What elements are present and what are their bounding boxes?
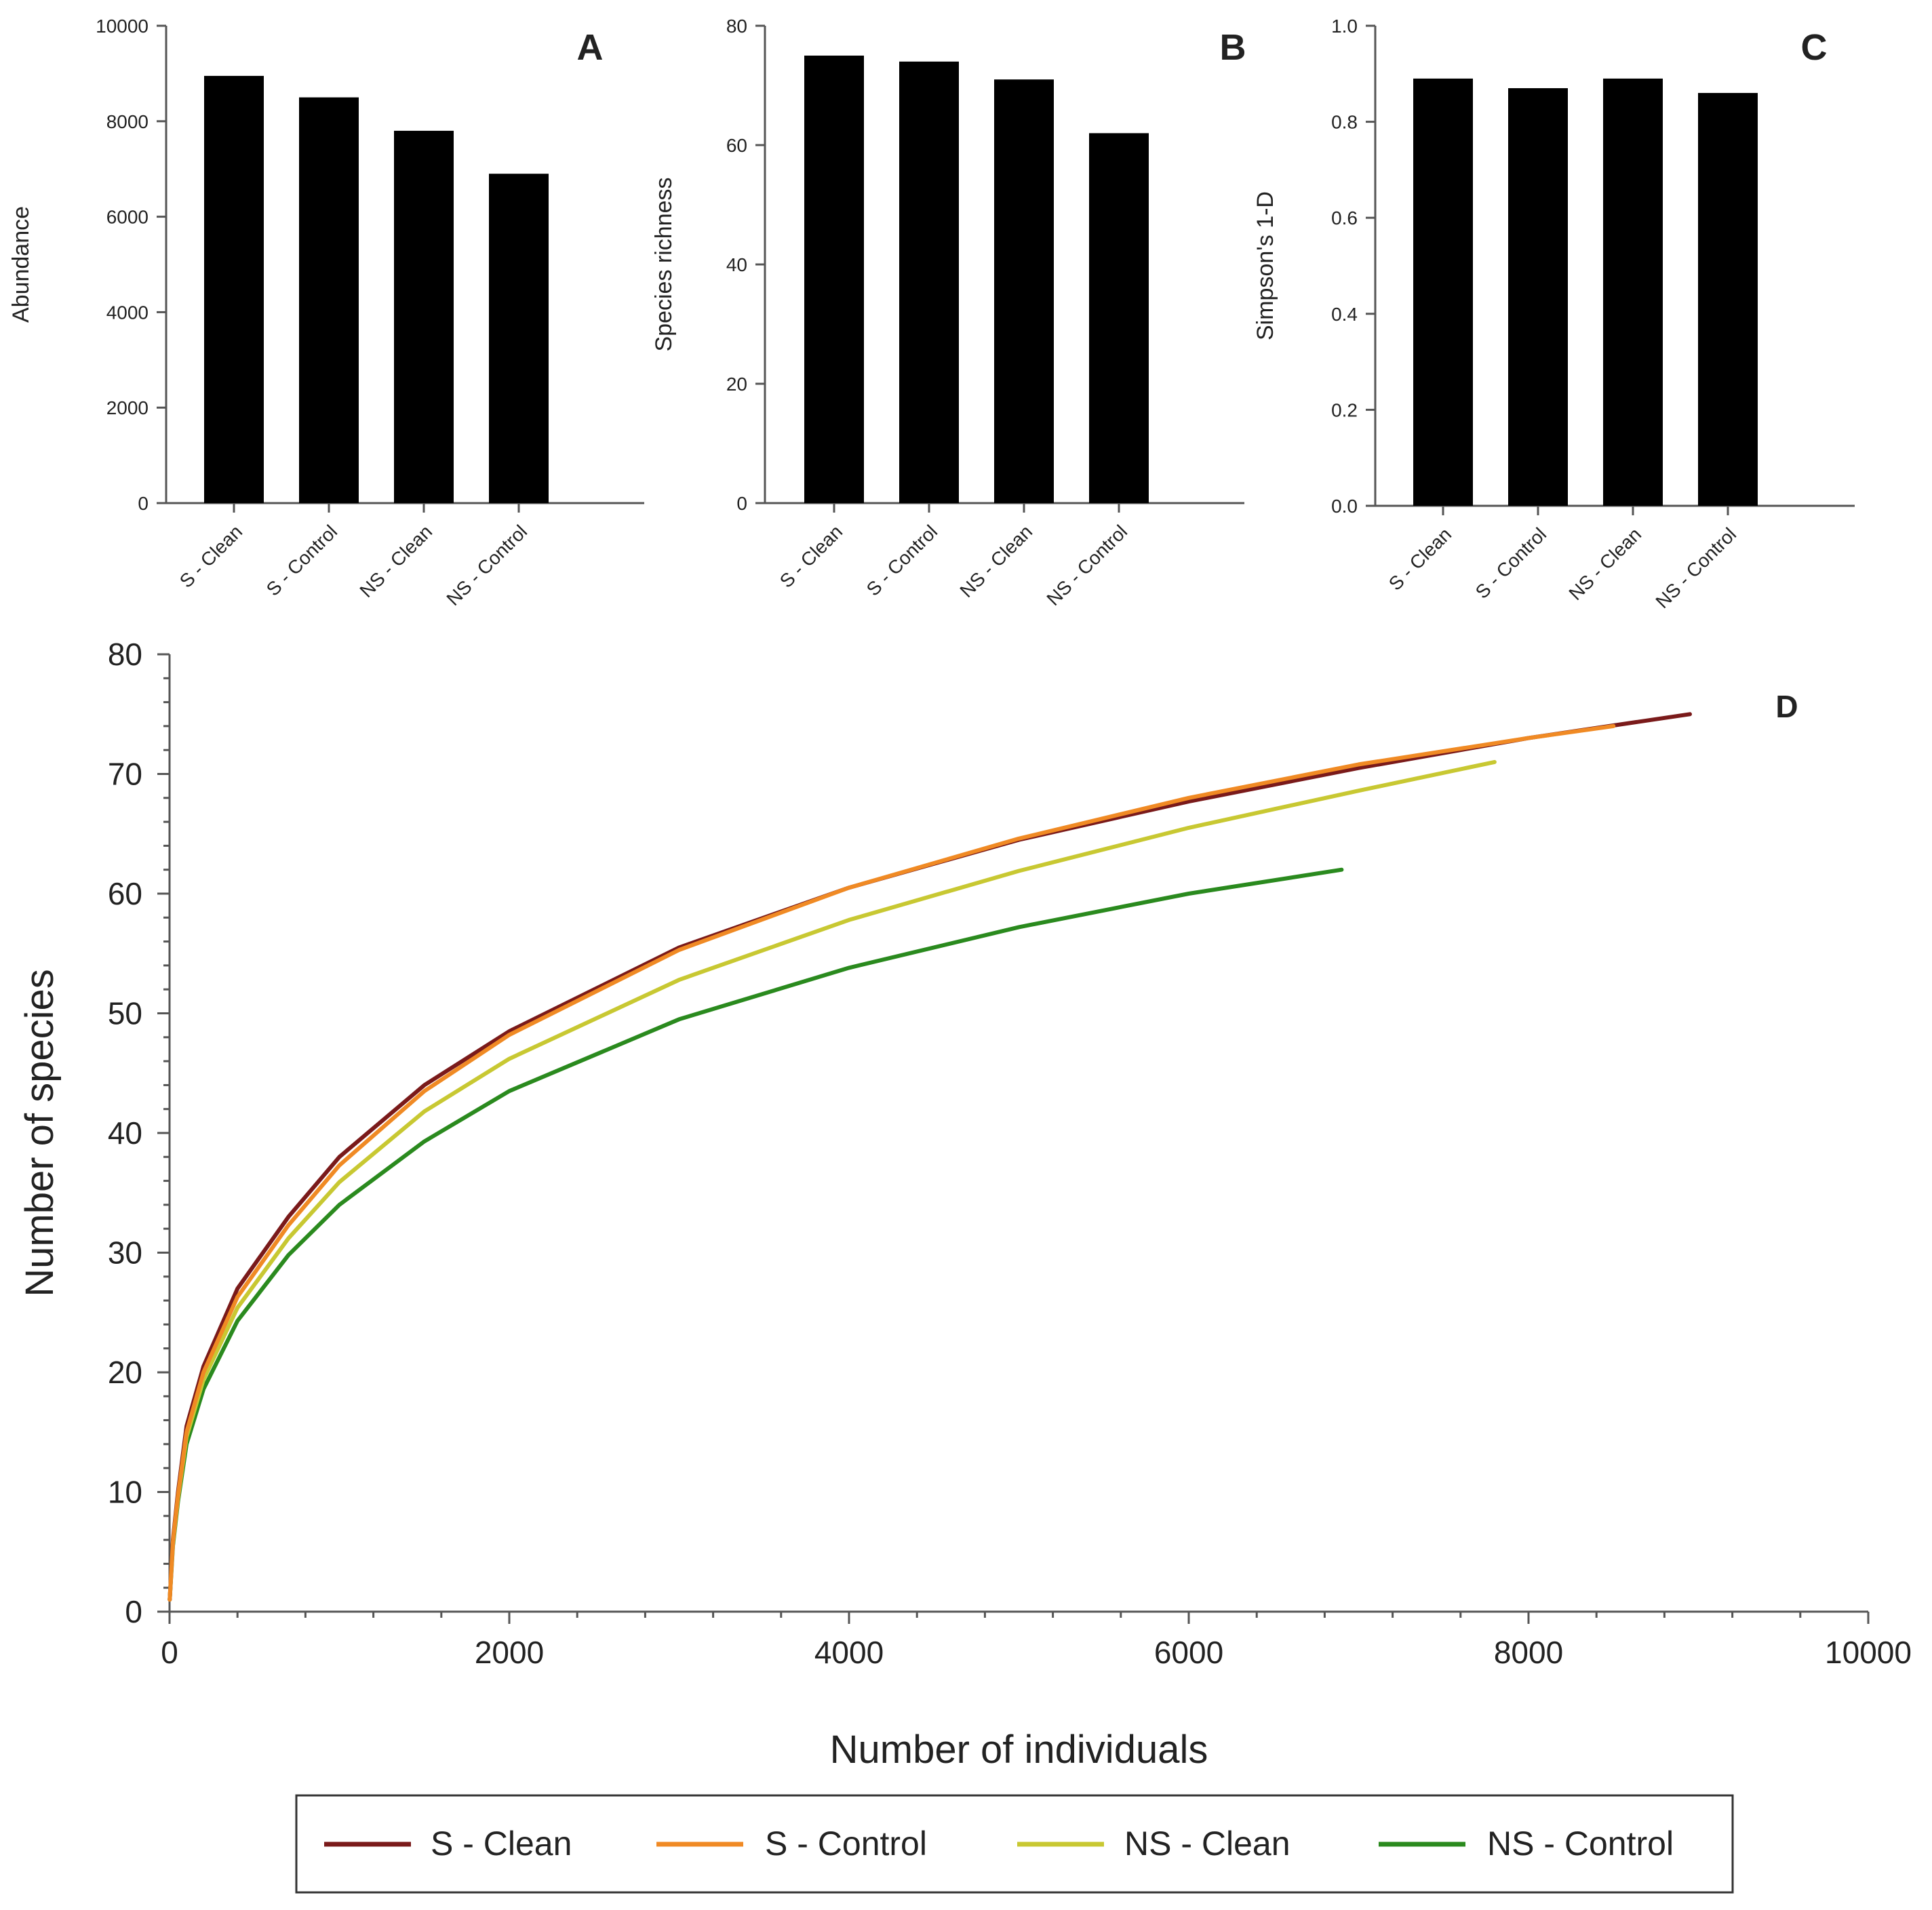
series-line-ns-control xyxy=(167,867,1344,1602)
y-tick-label: 20 xyxy=(726,374,747,395)
y-axis-label: Abundance xyxy=(8,206,34,323)
bar-ns-control xyxy=(489,174,549,503)
y-tick-label: 60 xyxy=(108,876,142,911)
y-tick-label: 1.0 xyxy=(1331,16,1358,37)
y-tick-label: 2000 xyxy=(106,397,149,418)
y-tick-label: 40 xyxy=(108,1115,142,1151)
bar-ns-control xyxy=(1698,93,1758,506)
y-tick-label: 30 xyxy=(108,1235,142,1271)
y-tick-label: 80 xyxy=(108,637,142,672)
y-tick-label: 0.0 xyxy=(1331,496,1358,517)
bar-ns-control xyxy=(1089,133,1149,503)
x-tick-label: 2000 xyxy=(475,1635,544,1670)
bar-s-clean xyxy=(1413,78,1473,506)
series-line-s-clean xyxy=(167,712,1692,1602)
y-tick-label: 60 xyxy=(726,135,747,156)
y-axis-label: Species richness xyxy=(651,177,677,351)
y-tick-label: 10000 xyxy=(96,16,149,37)
panel-label: A xyxy=(577,27,604,68)
bar-s-clean xyxy=(804,56,864,503)
legend-label-s-clean: S - Clean xyxy=(431,1825,572,1863)
legend: S - Clean S - Control NS - Clean NS - Contr… xyxy=(295,1794,1734,1894)
x-tick-label: 4000 xyxy=(814,1635,884,1670)
legend-label-s-control: S - Control xyxy=(765,1825,927,1863)
y-tick-label: 0.8 xyxy=(1331,112,1358,133)
panel-label: B xyxy=(1220,27,1246,68)
bar-s-control xyxy=(1508,88,1568,506)
bar-s-control xyxy=(299,97,359,504)
bar-s-clean xyxy=(204,75,264,504)
y-tick-label: 6000 xyxy=(106,207,149,228)
y-tick-label: 4000 xyxy=(106,302,149,323)
legend-box xyxy=(295,1794,1734,1894)
x-tick-label-s-control: S - Control xyxy=(1472,523,1551,603)
y-tick-label: 0.6 xyxy=(1331,207,1358,228)
y-tick-label: 20 xyxy=(108,1355,142,1390)
panel-a-abundance-chart: 0 2000 4000 6000 8000 10000 Abundance A S - Clea… xyxy=(8,16,644,610)
x-tick-label-ns-clean: NS - Clean xyxy=(955,521,1036,601)
x-tick-label-ns-clean: NS - Clean xyxy=(1564,523,1645,604)
x-tick-label-ns-control: NS - Control xyxy=(1042,521,1131,610)
y-tick-label: 40 xyxy=(726,254,747,275)
x-tick-label-s-clean: S - Clean xyxy=(776,521,846,591)
x-tick-label-s-clean: S - Clean xyxy=(176,521,246,591)
y-tick-label: 0 xyxy=(736,493,747,514)
x-tick-label: 10000 xyxy=(1825,1635,1912,1670)
x-tick-label: 0 xyxy=(161,1635,178,1670)
x-tick-label-ns-clean: NS - Clean xyxy=(355,521,436,601)
legend-label-ns-control: NS - Control xyxy=(1487,1825,1674,1863)
panel-d-rarefaction-chart: 0 2000 4000 6000 8000 10000 0 10 20 30 40 50 60 70 80 N… xyxy=(18,637,1912,1772)
x-tick-label: 6000 xyxy=(1154,1635,1223,1670)
panel-label: C xyxy=(1801,27,1828,68)
x-tick-label: 8000 xyxy=(1494,1635,1563,1670)
x-tick-label-s-clean: S - Clean xyxy=(1385,523,1455,594)
y-tick-label: 10 xyxy=(108,1475,142,1510)
bar-s-control xyxy=(899,61,959,504)
y-axis-label: Number of species xyxy=(18,969,62,1297)
bar-ns-clean xyxy=(994,79,1054,503)
bar-ns-clean xyxy=(394,130,454,503)
y-tick-label: 0.4 xyxy=(1331,304,1358,325)
x-tick-label-s-control: S - Control xyxy=(863,521,942,600)
y-tick-label: 70 xyxy=(108,757,142,792)
x-axis-label: Number of individuals xyxy=(830,1728,1208,1772)
bar-ns-clean xyxy=(1603,78,1663,506)
y-tick-label: 0.2 xyxy=(1331,399,1358,420)
panel-c-simpson-chart: 0.0 0.2 0.4 0.6 0.8 1.0 Simpson's 1-D C S - Clea… xyxy=(1253,16,1855,612)
y-tick-label: 8000 xyxy=(106,111,149,132)
y-tick-label: 80 xyxy=(726,16,747,37)
panel-label: D xyxy=(1775,689,1798,724)
y-tick-label: 0 xyxy=(125,1594,142,1629)
x-tick-label-ns-control: NS - Control xyxy=(442,521,531,610)
x-tick-label-s-control: S - Control xyxy=(262,521,342,600)
series-line-s-control xyxy=(167,723,1616,1602)
y-axis-label: Simpson's 1-D xyxy=(1253,191,1278,340)
y-tick-label: 50 xyxy=(108,996,142,1031)
y-tick-label: 0 xyxy=(138,493,149,514)
x-tick-label-ns-control: NS - Control xyxy=(1651,523,1740,612)
panel-b-species-richness-chart: 0 20 40 60 80 Species richness B S - Clean S - C… xyxy=(651,16,1246,610)
legend-label-ns-clean: NS - Clean xyxy=(1124,1825,1290,1863)
